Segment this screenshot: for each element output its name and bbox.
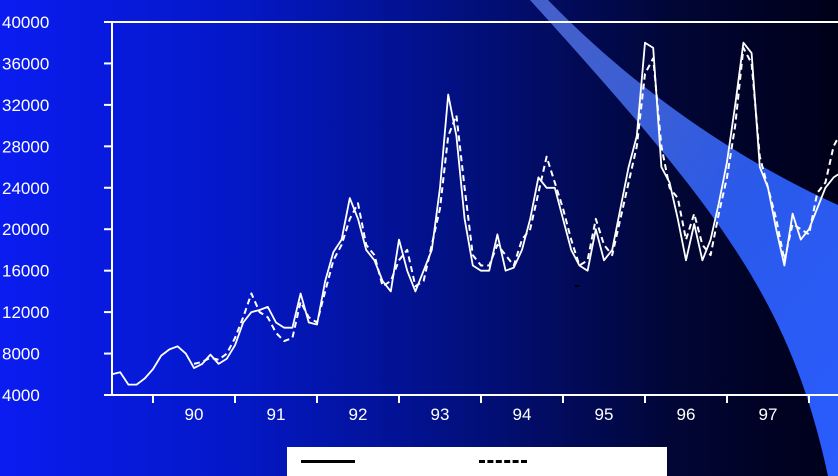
x-tick-label: 92 — [349, 405, 368, 424]
legend — [287, 447, 667, 476]
x-tick-label: 96 — [677, 405, 696, 424]
x-axis: 909192939495969798 — [152, 395, 810, 424]
plot-frame — [111, 21, 838, 396]
x-tick-label: 97 — [759, 405, 778, 424]
y-tick-label: 8000 — [2, 345, 40, 364]
y-tick-label: 20000 — [2, 220, 49, 239]
y-axis: 4000 8000 12000 16000 20000 24000 28000 32000 36… — [2, 13, 112, 405]
y-tick-label: 36000 — [2, 54, 49, 73]
series-solid-line — [111, 41, 838, 386]
legend-solid-line — [301, 460, 355, 463]
x-tick-label: 90 — [185, 405, 204, 424]
y-tick-label: 16000 — [2, 262, 49, 281]
y-tick-label: 24000 — [2, 179, 49, 198]
series-dashed-line — [193, 46, 838, 365]
small-mark — [575, 285, 579, 287]
y-tick-label: 32000 — [2, 96, 49, 115]
y-tick-label: 40000 — [2, 13, 49, 32]
x-tick-label: 91 — [267, 405, 286, 424]
y-tick-label: 4000 — [2, 386, 40, 405]
legend-dashed-line — [479, 460, 527, 463]
x-tick-label: 93 — [431, 405, 450, 424]
x-tick-label: 95 — [595, 405, 614, 424]
series-group — [111, 41, 838, 386]
decorative-sweep — [530, 0, 838, 476]
y-tick-label: 12000 — [2, 303, 49, 322]
y-tick-label: 28000 — [2, 137, 49, 156]
x-tick-label: 94 — [513, 405, 532, 424]
